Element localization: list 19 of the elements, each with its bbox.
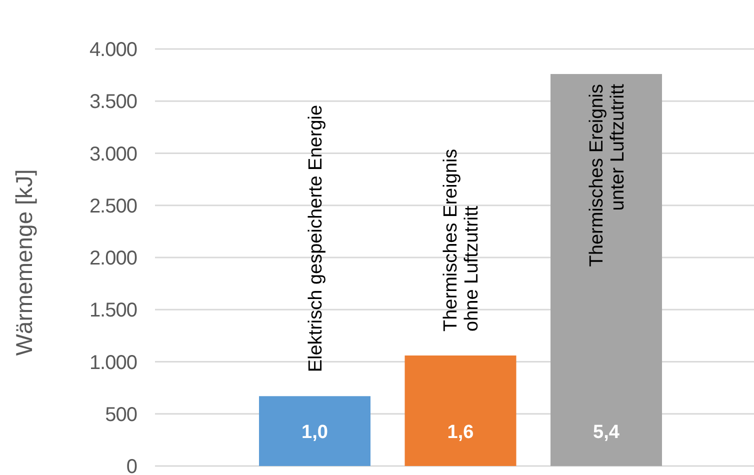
- y-tick-label: 4.000: [89, 39, 138, 61]
- y-tick-label: 2.000: [89, 248, 138, 270]
- annotation: 5,4: [593, 422, 620, 443]
- y-tick-label: 0: [126, 456, 138, 475]
- bar: [550, 74, 662, 466]
- y-tick-label: 2.500: [89, 195, 138, 218]
- x-tick-label: Thermisches Ereignis unter Luftzutritt: [586, 83, 628, 267]
- x-tick-label: Elektrisch gespeicherte Energie: [305, 104, 326, 372]
- annotation: 1,6: [447, 422, 474, 443]
- y-tick-label: 3.500: [89, 91, 138, 114]
- y-tick-label: 3.000: [89, 143, 138, 166]
- annotation: 1,0: [302, 422, 328, 443]
- y-tick-label: 1.000: [89, 352, 138, 374]
- x-tick-label: Thermisches Ereignis ohne Luftzutritt: [440, 148, 483, 332]
- bar: [259, 396, 370, 466]
- y-tick-label: 1.500: [89, 300, 138, 322]
- bar: [404, 355, 516, 466]
- y-axis-title: Wärmemenge [kJ]: [11, 169, 37, 356]
- y-tick-label: 500: [105, 404, 138, 426]
